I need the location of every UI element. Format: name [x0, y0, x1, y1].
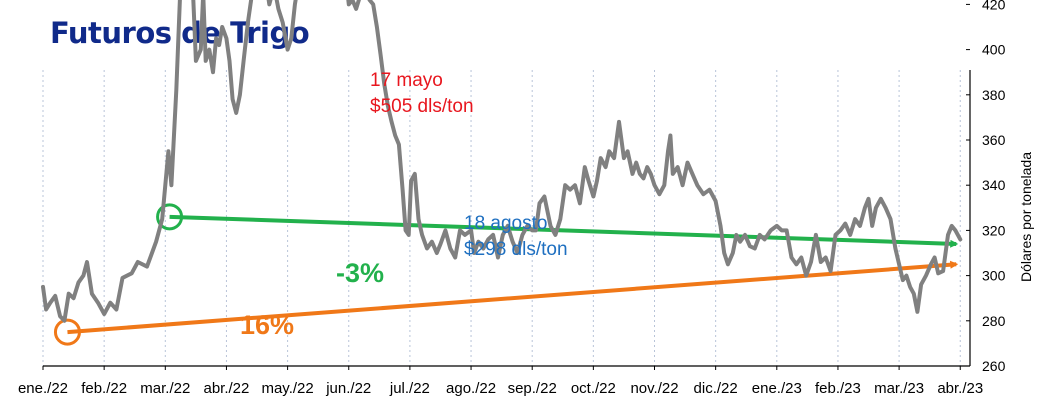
- y-tick-label: 340: [982, 177, 1006, 193]
- x-tick-label: mar./22: [140, 380, 190, 397]
- x-tick-label: dic./22: [694, 380, 738, 397]
- trendline-label: -3%: [336, 258, 384, 288]
- trendline-label: 16%: [240, 310, 294, 340]
- x-tick-label: may./22: [261, 380, 313, 397]
- y-tick-label: 380: [982, 87, 1006, 103]
- y-tick-label: 300: [982, 268, 1006, 284]
- y-tick-label: 400: [982, 42, 1006, 58]
- x-tick-label: oct./22: [571, 380, 616, 397]
- x-tick-label: jul./22: [389, 380, 430, 397]
- x-tick-label: ene./22: [18, 380, 68, 397]
- x-tick-label: mar./23: [874, 380, 924, 397]
- trendline-start-marker: [156, 203, 184, 231]
- x-tick-label: abr./22: [204, 380, 250, 397]
- y-axis-title: Dólares por tonelada: [1018, 152, 1034, 282]
- annotation-line: 18 agosto: [464, 213, 547, 234]
- x-tick-label: nov./22: [630, 380, 678, 397]
- trendline: [169, 214, 959, 248]
- annotation-line: 17 mayo: [370, 70, 443, 91]
- annotation-line: $505 dls/ton: [370, 96, 474, 117]
- y-tick-label: 320: [982, 222, 1006, 238]
- y-tick-label: 420: [982, 0, 1006, 12]
- price-series-line: [41, 0, 963, 323]
- y-tick-label: 280: [982, 313, 1006, 329]
- y-tick-label: 360: [982, 132, 1006, 148]
- x-tick-label: feb./22: [81, 380, 127, 397]
- x-tick-label: sep./22: [508, 380, 557, 397]
- annotation-line: $298 dls/ton: [464, 239, 568, 260]
- x-tick-label: feb./23: [815, 380, 861, 397]
- x-tick-label: ene./23: [752, 380, 802, 397]
- y-tick-label: 260: [982, 358, 1006, 374]
- x-tick-label: abr./23: [937, 380, 983, 397]
- x-tick-label: ago./22: [446, 380, 496, 397]
- x-tick-label: jun./22: [325, 380, 371, 397]
- trendline: [67, 260, 959, 335]
- trendline-start-marker: [53, 318, 81, 346]
